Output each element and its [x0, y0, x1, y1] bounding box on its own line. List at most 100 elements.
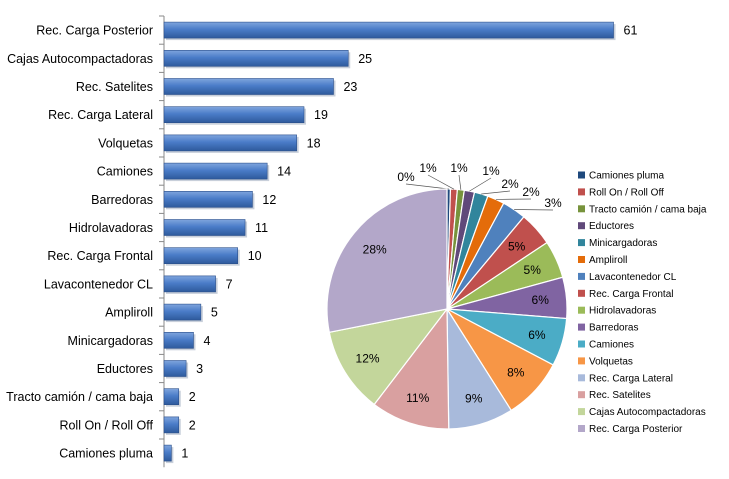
bar	[163, 21, 614, 39]
bar-category-label: Lavacontenedor CL	[44, 277, 153, 291]
pie-leader-line	[481, 190, 511, 195]
bar-value-label: 2	[189, 418, 196, 432]
bar-value-label: 18	[307, 136, 321, 150]
legend-label: Barredoras	[589, 323, 638, 334]
pie-percent-label: 5%	[508, 240, 526, 254]
bar-category-label: Rec. Carga Posterior	[36, 24, 153, 38]
bar	[163, 275, 216, 293]
bar	[163, 191, 253, 208]
pie-percent-label: 2%	[501, 177, 519, 191]
legend-swatch	[578, 205, 585, 213]
pie-leader-line	[469, 177, 492, 192]
bar	[163, 388, 180, 406]
bar-category-label: Minicargadoras	[68, 334, 153, 348]
legend-swatch	[578, 239, 585, 247]
bar-category-label: Barredoras	[91, 193, 153, 207]
bar-category-label: Camiones	[97, 165, 153, 179]
legend-label: Tracto camión / cama baja	[589, 204, 707, 215]
pie-leader-line	[405, 183, 449, 190]
bar	[163, 106, 305, 123]
legend-label: Lavacontenedor CL	[589, 272, 677, 283]
pie-percent-label: 1%	[482, 164, 500, 178]
bar-chart: Rec. Carga Posterior 61 Cajas Autocompacta…	[6, 15, 638, 468]
legend-swatch	[578, 323, 585, 331]
legend-label: Roll On / Roll Off	[589, 187, 664, 198]
bar-value-label: 25	[358, 52, 372, 66]
legend-label: Rec. Carga Posterior	[589, 424, 683, 435]
pie-slice	[373, 307, 450, 430]
pie-percent-label: 6%	[532, 293, 550, 307]
pie-percent-label: 6%	[528, 328, 546, 342]
legend-swatch	[578, 188, 585, 196]
pie-percent-label: 1%	[450, 161, 468, 175]
bar	[163, 303, 202, 321]
bar	[163, 162, 268, 180]
bar-category-label: Cajas Autocompactadoras	[7, 52, 153, 66]
legend-swatch	[578, 171, 585, 179]
pie-percent-label: 0%	[397, 170, 415, 184]
legend-label: Camiones pluma	[589, 171, 664, 182]
legend-swatch	[578, 289, 585, 297]
bar-category-label: Hidrolavadoras	[69, 221, 153, 235]
legend-swatch	[578, 357, 585, 365]
legend-label: Rec. Satelites	[589, 390, 651, 401]
pie-percent-label: 12%	[356, 352, 380, 366]
bar	[163, 78, 334, 95]
bar-value-label: 23	[343, 80, 357, 94]
bar	[163, 219, 246, 236]
bar-category-label: Eductores	[97, 362, 153, 376]
pie-legend: Camiones pluma Roll On / Roll Off Tracto c…	[578, 171, 707, 435]
legend-label: Rec. Carga Frontal	[589, 289, 673, 300]
bar-value-label: 12	[262, 193, 276, 207]
bar-category-label: Rec. Satelites	[76, 80, 153, 94]
pie-percent-label: 11%	[406, 391, 429, 405]
bar	[163, 416, 180, 434]
pie-slice	[326, 188, 448, 334]
bar-value-label: 14	[277, 165, 291, 179]
bar-value-label: 2	[189, 390, 196, 404]
legend-label: Rec. Carga Lateral	[589, 373, 673, 384]
bar	[163, 134, 297, 152]
bar-value-label: 4	[203, 334, 210, 348]
legend-label: Hidrolavadoras	[589, 306, 656, 317]
bar-value-label: 5	[211, 306, 218, 320]
bar-value-label: 10	[248, 249, 262, 263]
bar	[163, 247, 238, 264]
legend-swatch	[578, 306, 585, 314]
legend-swatch	[578, 222, 585, 230]
bar-category-label: Volquetas	[98, 136, 153, 150]
legend-swatch	[578, 391, 585, 399]
bar-category-label: Rec. Carga Lateral	[48, 108, 153, 122]
legend-label: Ampliroll	[589, 255, 627, 266]
bar-category-label: Roll On / Roll Off	[59, 418, 153, 432]
bar	[163, 444, 172, 462]
legend-swatch	[578, 374, 585, 382]
legend-swatch	[578, 340, 585, 348]
pie-percent-label: 5%	[524, 263, 542, 277]
pie-percent-label: 1%	[419, 161, 437, 175]
bar-value-label: 19	[314, 108, 328, 122]
bar-value-label: 61	[624, 24, 638, 38]
bar	[163, 360, 187, 377]
pie-slice	[328, 308, 449, 406]
pie-leader-line	[427, 174, 455, 190]
bar-value-label: 11	[255, 221, 268, 235]
pie-percent-label: 2%	[522, 185, 540, 199]
bar-category-label: Rec. Carga Frontal	[47, 249, 153, 263]
bar	[163, 49, 349, 67]
bar	[163, 331, 194, 349]
legend-label: Volquetas	[589, 356, 633, 367]
legend-swatch	[578, 408, 585, 416]
pie-chart: 0%1% 1% 1%2%2%3%5%5%6%6%8%9%11%12%28%	[326, 161, 568, 430]
pie-percent-label: 8%	[507, 366, 525, 380]
bar-category-label: Tracto camión / cama baja	[6, 390, 153, 404]
legend-label: Minicargadoras	[589, 238, 657, 249]
bar-category-label: Ampliroll	[105, 306, 153, 320]
legend-swatch	[578, 256, 585, 263]
bar-category-label: Camiones pluma	[59, 447, 153, 461]
legend-swatch	[578, 272, 585, 280]
legend-label: Cajas Autocompactadoras	[589, 407, 706, 418]
legend-label: Eductores	[589, 221, 634, 232]
bar-value-label: 7	[226, 277, 233, 291]
pie-percent-label: 3%	[544, 196, 562, 210]
